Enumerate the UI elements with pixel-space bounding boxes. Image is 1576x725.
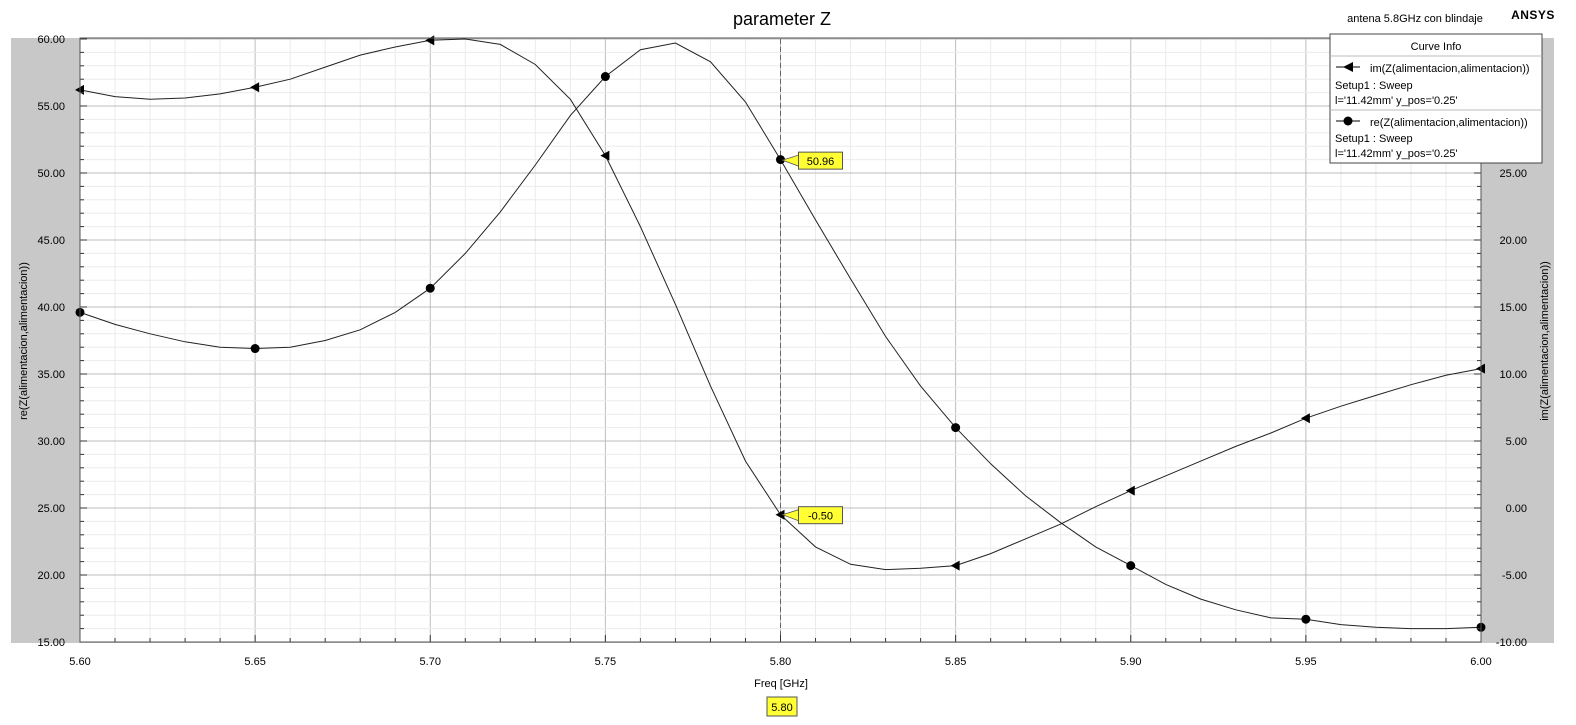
legend-title: Curve Info [1411, 41, 1462, 53]
y-tick-label: 30.00 [37, 436, 65, 448]
triangle-marker-icon [1343, 62, 1353, 72]
x-tick-label: 6.00 [1470, 656, 1491, 668]
x-tick-label: 5.60 [69, 656, 90, 668]
callout-box [798, 151, 843, 170]
x-tick-label: 5.75 [595, 656, 616, 668]
y-tick-label: 55.00 [37, 101, 65, 113]
axes-layer: 5.60 5.65 5.70 5.75 5.80 5.85 5.90 5.95 6.00 15.0… [37, 34, 1527, 668]
legend-entry-im-params: l='11.42mm' y_pos='0.25' [1335, 95, 1458, 107]
data-point-im [1300, 413, 1310, 424]
y-tick-label: 25.00 [37, 503, 65, 515]
y-tick-label: 15.00 [37, 637, 65, 649]
legend-entry-im-name: im(Z(alimentacion,alimentacion)) [1370, 63, 1530, 75]
data-point-re [1301, 614, 1311, 624]
y-tick-label: 50.00 [37, 168, 65, 180]
data-point-im [600, 150, 610, 161]
data-point-im [250, 82, 260, 93]
legend-entry-im-setup: Setup1 : Sweep [1335, 80, 1413, 92]
callout-value: -0.50 [808, 511, 833, 523]
x-tick-label: 5.65 [244, 656, 265, 668]
y2-tick-label: 0.00 [1506, 503, 1527, 515]
y2-tick-label: -5.00 [1502, 570, 1527, 582]
data-point-im [775, 509, 785, 520]
y2-axis-label: im(Z(alimentacion,alimentacion)) [1539, 261, 1551, 421]
x-marker-box [766, 696, 798, 717]
y2-tick-label: 25.00 [1499, 168, 1527, 180]
x-marker-value: 5.80 [771, 702, 792, 714]
circle-marker-icon [1343, 116, 1353, 126]
y-tick-label: 60.00 [37, 34, 65, 46]
chart-title: parameter Z [733, 9, 831, 29]
x-tick-label: 5.85 [945, 656, 966, 668]
y2-tick-label: 15.00 [1499, 302, 1527, 314]
x-tick-label: 5.80 [770, 656, 791, 668]
y2-tick-label: 5.00 [1506, 436, 1527, 448]
y-tick-label: 35.00 [37, 369, 65, 381]
data-point-re [1126, 561, 1136, 571]
data-point-im [950, 560, 960, 571]
x-tick-label: 5.70 [420, 656, 441, 668]
marker-callout-im[interactable]: -0.50 [781, 506, 843, 525]
y-tick-label: 45.00 [37, 235, 65, 247]
y-tick-label: 40.00 [37, 302, 65, 314]
legend-entry-re-setup: Setup1 : Sweep [1335, 133, 1413, 145]
marker-layer: 50.96 -0.50 [781, 151, 843, 525]
callout-value: 50.96 [807, 156, 835, 168]
data-point-re [776, 155, 785, 165]
marker-callout-re[interactable]: 50.96 [781, 151, 843, 170]
data-point-re [951, 423, 961, 433]
legend-entry-re-params: l='11.42mm' y_pos='0.25' [1335, 148, 1458, 160]
x-tick-label: 5.95 [1295, 656, 1316, 668]
project-name: antena 5.8GHz con blindaje [1347, 13, 1483, 25]
legend[interactable]: Curve Info im(Z(alimentacion,alimentacio… [1329, 33, 1543, 164]
y2-tick-label: 20.00 [1499, 235, 1527, 247]
x-axis-label: Freq [GHz] [754, 678, 808, 690]
x-tick-label: 5.90 [1120, 656, 1141, 668]
data-point-re [600, 72, 610, 82]
y2-tick-label: -10.00 [1496, 637, 1527, 649]
data-point-re [425, 283, 435, 293]
x-marker-readout[interactable]: 5.80 [766, 696, 798, 717]
brand-logo-text: ANSYS [1511, 8, 1555, 22]
grid [79, 38, 1482, 643]
data-point-re [250, 344, 260, 354]
y-tick-label: 20.00 [37, 570, 65, 582]
data-point-im [1125, 485, 1135, 496]
y-axis-label: re(Z(alimentacion,alimentacion)) [18, 262, 30, 420]
series-layer [75, 35, 1486, 632]
plot-border [79, 37, 1482, 643]
callout-box [798, 506, 843, 525]
y2-tick-label: 10.00 [1499, 369, 1527, 381]
legend-entry-re-name: re(Z(alimentacion,alimentacion)) [1370, 117, 1528, 129]
